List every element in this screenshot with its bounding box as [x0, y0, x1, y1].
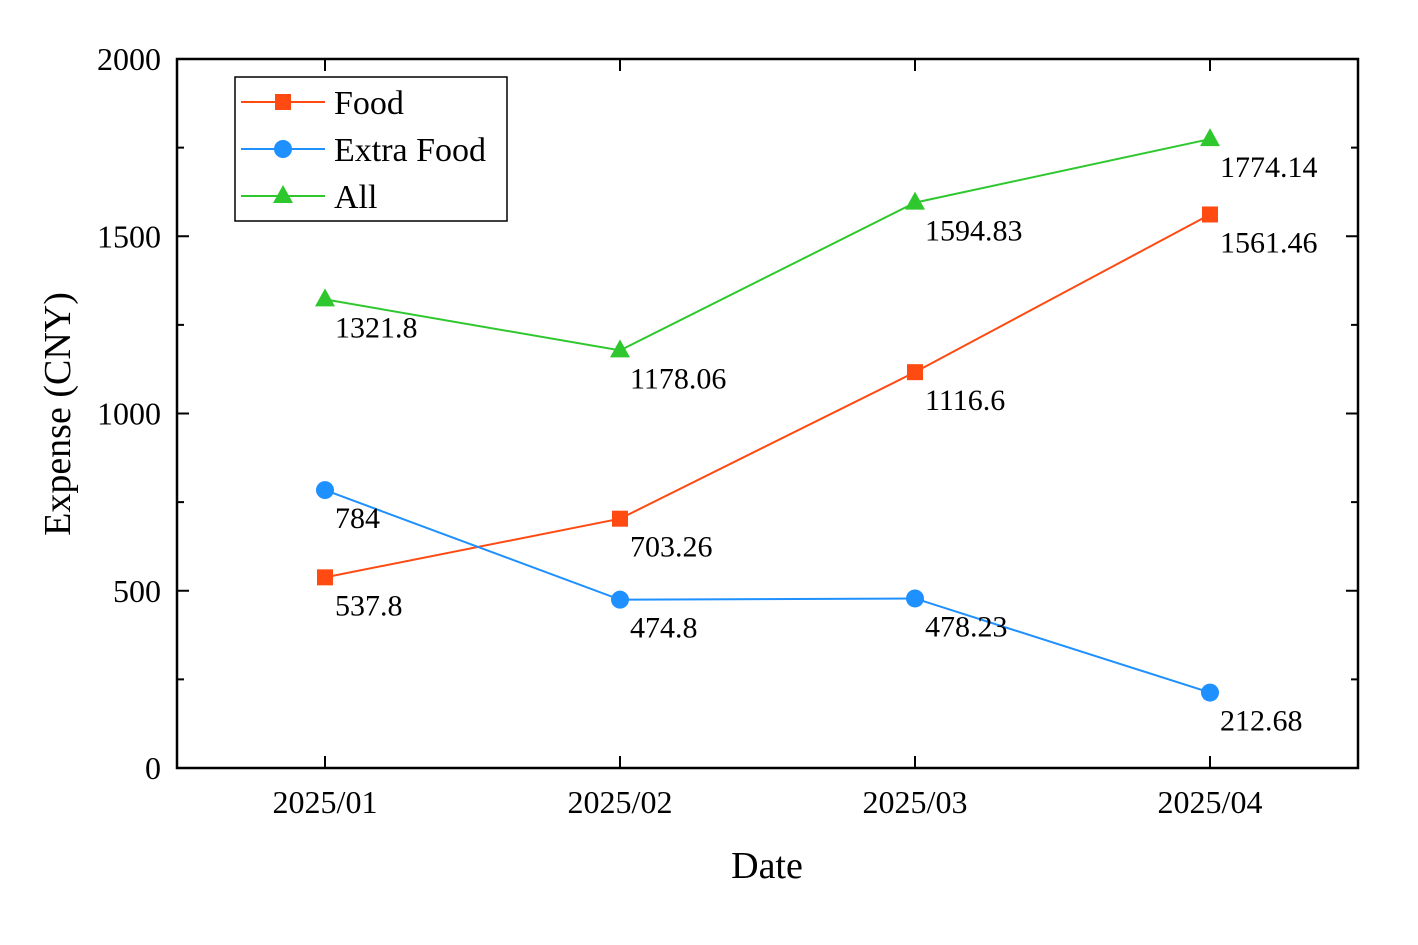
series-layer: 537.8 703.26 1116.6 1561.46 784 474.8 478.23 21… — [315, 128, 1318, 738]
data-label-extra-food: 784 — [335, 502, 380, 535]
legend-item-all: All — [241, 179, 377, 216]
series-all: 1321.8 1178.06 1594.83 1774.14 — [315, 128, 1318, 395]
data-label-food: 1561.46 — [1220, 226, 1318, 259]
data-point-food — [907, 364, 923, 381]
x-tick-label: 2025/01 — [273, 784, 378, 820]
series-line-all — [324, 138, 1211, 352]
data-point-extra-food — [906, 589, 924, 608]
x-tick-labels: 2025/01 2025/02 2025/03 2025/04 — [273, 784, 1263, 820]
series-extra-food: 784 474.8 478.23 212.68 — [316, 481, 1303, 738]
legend: Food Extra Food All — [234, 76, 508, 222]
legend-marker-all — [273, 185, 293, 203]
data-label-food: 537.8 — [335, 589, 403, 622]
y-tick-label: 500 — [113, 573, 161, 609]
x-tick-label: 2025/03 — [863, 784, 968, 820]
y-tick-label: 2000 — [97, 41, 161, 77]
y-axis-title: Expense (CNY) — [37, 292, 79, 536]
data-point-extra-food — [1201, 683, 1219, 702]
y-tick-label: 1500 — [97, 218, 161, 254]
data-label-extra-food: 474.8 — [630, 612, 698, 645]
data-label-all: 1178.06 — [630, 362, 726, 395]
data-point-food — [612, 510, 628, 527]
data-point-extra-food — [316, 481, 334, 500]
x-axis-title: Date — [731, 845, 803, 887]
data-point-food — [1202, 206, 1218, 223]
data-label-food: 703.26 — [630, 531, 713, 564]
legend-marker-food — [275, 94, 291, 110]
legend-item-extra-food: Extra Food — [241, 132, 486, 169]
data-point-all — [1200, 128, 1220, 147]
legend-label-all: All — [334, 179, 377, 216]
legend-marker-extra-food — [274, 140, 292, 158]
data-point-all — [610, 339, 630, 358]
data-point-extra-food — [611, 590, 629, 609]
data-label-extra-food: 212.68 — [1220, 705, 1303, 738]
data-point-all — [315, 288, 335, 307]
data-label-all: 1594.83 — [925, 215, 1023, 248]
data-point-food — [317, 569, 333, 586]
x-tick-label: 2025/02 — [568, 784, 673, 820]
data-point-all — [905, 191, 925, 210]
series-food: 537.8 703.26 1116.6 1561.46 — [317, 206, 1318, 622]
series-line-extra-food — [324, 489, 1211, 694]
y-tick-labels: 0 500 1000 1500 2000 — [97, 41, 161, 786]
legend-item-food: Food — [241, 85, 404, 122]
y-tick-label: 1000 — [97, 396, 161, 432]
series-line-food — [324, 213, 1211, 579]
data-label-all: 1774.14 — [1220, 151, 1318, 184]
axis-ticks — [177, 58, 1358, 769]
x-tick-label: 2025/04 — [1158, 784, 1263, 820]
legend-label-food: Food — [334, 85, 404, 122]
y-tick-label: 0 — [145, 750, 161, 786]
data-label-food: 1116.6 — [925, 384, 1005, 417]
legend-label-extra-food: Extra Food — [334, 132, 486, 169]
data-label-all: 1321.8 — [335, 311, 418, 344]
data-label-extra-food: 478.23 — [925, 610, 1008, 643]
